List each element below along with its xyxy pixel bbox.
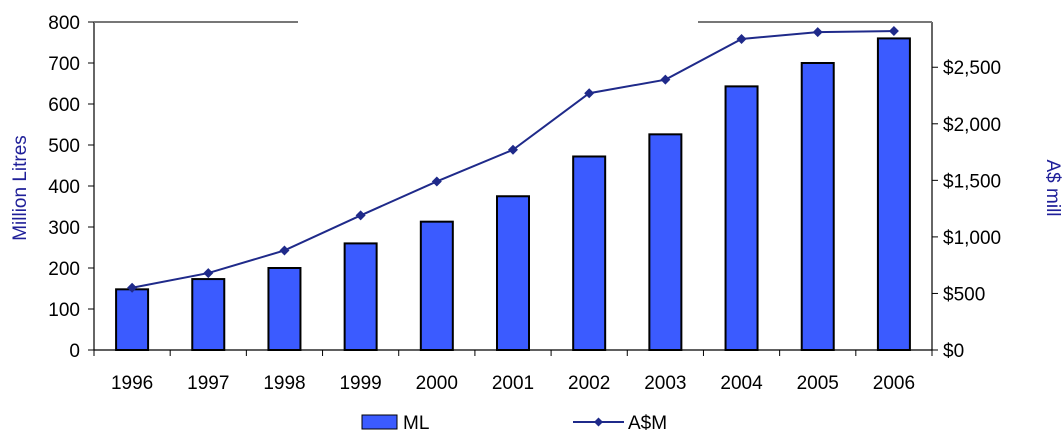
bar xyxy=(876,37,911,352)
y-tick-label: 300 xyxy=(48,218,80,239)
legend-bar-label: ML xyxy=(403,413,429,434)
y2-axis-title: A$ mill xyxy=(1042,159,1063,216)
x-tick-label: 2001 xyxy=(492,373,534,394)
bar-series xyxy=(115,37,911,352)
x-tick-label: 2003 xyxy=(644,373,686,394)
line-point xyxy=(279,245,290,256)
y-tick-label: 200 xyxy=(48,259,80,280)
y-tick-label: 600 xyxy=(48,95,80,116)
legend: ML A$M xyxy=(361,413,667,434)
x-tick-label: 1999 xyxy=(339,373,381,394)
x-tick-label: 2002 xyxy=(568,373,610,394)
bar xyxy=(115,288,150,352)
x-tick-label: 2004 xyxy=(720,373,763,394)
line-series xyxy=(127,26,899,293)
bar xyxy=(724,85,759,352)
line-point xyxy=(812,27,823,38)
legend-item-bar: ML xyxy=(361,413,429,434)
x-axis-ticks: 1996 1997 1998 1999 2000 2001 2002 2003 2004 2005… xyxy=(93,350,933,394)
y2-tick-label: $0 xyxy=(943,341,964,362)
line-point xyxy=(660,74,671,85)
line-point xyxy=(584,88,595,99)
line-point xyxy=(355,210,366,221)
bar xyxy=(496,195,530,351)
y2-tick-label: $500 xyxy=(943,284,985,305)
y-tick-label: 0 xyxy=(69,341,80,362)
bar xyxy=(419,220,454,351)
y2-tick-label: $1,000 xyxy=(943,228,1001,249)
legend-line-label: A$M xyxy=(628,413,667,434)
bar xyxy=(267,267,302,351)
y-axis-ticks: 0 100 200 300 400 500 600 700 800 xyxy=(48,13,94,362)
legend-bar-swatch xyxy=(361,414,398,430)
x-tick-label: 2000 xyxy=(416,373,458,394)
line-point xyxy=(888,26,899,37)
x-tick-label: 2005 xyxy=(797,373,839,394)
y2-tick-label: $1,500 xyxy=(943,171,1001,192)
y-tick-label: 700 xyxy=(48,54,80,75)
y-tick-label: 500 xyxy=(48,136,80,157)
x-tick-label: 2006 xyxy=(873,373,915,394)
bar xyxy=(191,278,226,352)
x-tick-label: 1998 xyxy=(263,373,305,394)
y-tick-label: 800 xyxy=(48,13,80,34)
line-point xyxy=(203,268,214,279)
line-point xyxy=(736,33,747,44)
bar xyxy=(648,133,683,351)
x-tick-label: 1997 xyxy=(187,373,229,394)
line-point xyxy=(431,176,442,187)
y-axis-title: Million Litres xyxy=(10,135,31,241)
line-point xyxy=(127,282,138,293)
line-point xyxy=(508,144,518,155)
y2-axis-ticks: $0 $500 $1,000 $1,500 $2,000 $2,500 xyxy=(932,58,1001,362)
bar xyxy=(800,62,835,351)
legend-line-marker xyxy=(594,417,603,427)
y2-tick-label: $2,000 xyxy=(943,115,1001,136)
bar xyxy=(572,155,607,351)
y-tick-label: 400 xyxy=(48,177,80,198)
bar xyxy=(343,242,378,351)
y2-tick-label: $2,500 xyxy=(943,58,1001,79)
x-tick-label: 1996 xyxy=(111,373,153,394)
y-tick-label: 100 xyxy=(48,300,80,321)
legend-item-line: A$M xyxy=(573,413,667,434)
